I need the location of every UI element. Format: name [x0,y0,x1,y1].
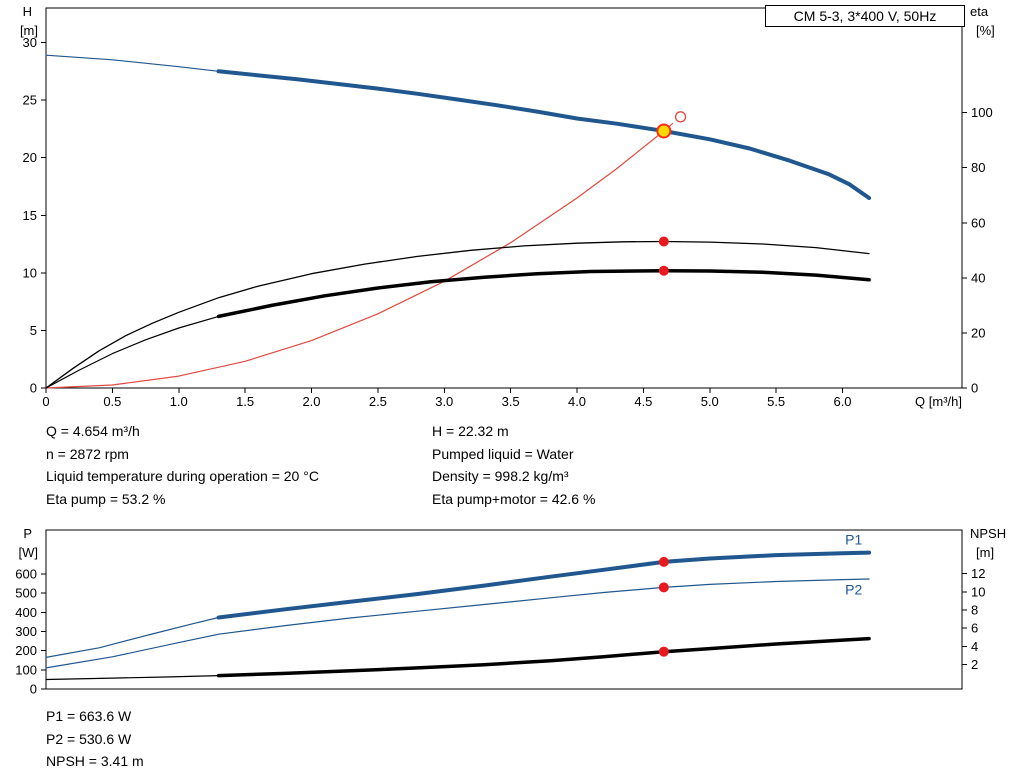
h-curve-lead [45,54,220,72]
p1-lead [45,616,220,659]
duty-point [656,123,672,139]
y-left-tick-label: 200 [15,643,37,658]
x-tick-label: 0.5 [103,394,121,409]
p2-curve [45,578,870,669]
y-right-tick-label: 0 [971,381,978,396]
y-left-tick-label: 0 [30,381,37,396]
p1-point [658,556,669,567]
info-line-density: Density = 998.2 kg/m³ [432,468,569,484]
eta-total-point [658,265,669,276]
hq-eta-chart: 0 5 10 15 20 25 30 0 20 40 60 80 100 0 0.5 1.0 1.5 2.0 2.5… [20,4,995,409]
power-npsh-chart: 0 100 200 300 400 500 600 2 4 6 8 10 12 P [W] NPSH [m] P1… [15,526,1006,697]
info-line-p2: P2 = 530.6 W [46,730,132,747]
x-tick-label: 3.0 [435,394,453,409]
power-info: P1 = 663.6 W P2 = 530.6 W NPSH = 3.41 m [46,705,144,773]
y-left-tick-label: 600 [15,567,37,582]
plot-border [45,7,963,389]
y-right-tick-label: 12 [971,566,985,581]
x-tick-label: 5.0 [701,394,719,409]
eta-pump-curve [45,240,870,389]
info-line-q: Q = 4.654 m³/h [46,423,140,439]
npsh-lead [45,674,220,681]
y-left-tick-label: 20 [23,150,37,165]
info-line-npsh: NPSH = 3.41 m [46,753,144,769]
y-left-axis-unit: [W] [19,545,39,560]
info-line-p1: P1 = 663.6 W [46,708,132,724]
y-left-tick-label: 15 [23,208,37,223]
p1-curve [216,550,872,620]
x-tick-label: 2.0 [302,394,320,409]
pump-model-label: CM 5-3, 3*400 V, 50Hz [793,8,937,24]
y-right-axis-unit: [m] [976,545,994,560]
x-tick-label: 0 [42,394,49,409]
eta-pump-point [658,236,669,247]
system-curve-end [674,111,687,123]
x-tick-label: 1.0 [170,394,188,409]
y-left-tick-label: 5 [30,323,37,338]
y-left-tick-label: 300 [15,624,37,639]
info-line-eta-pump: Eta pump = 53.2 % [46,490,166,507]
pump-model-box: CM 5-3, 3*400 V, 50Hz [765,5,965,27]
x-tick-label: 4.0 [568,394,586,409]
y-right-axis-unit: [%] [976,23,995,38]
y-right-axis-name: eta [970,4,989,19]
x-tick-label: 4.5 [634,394,652,409]
x-tick-label: 1.5 [236,394,254,409]
duty-info-left: Q = 4.654 m³/h n = 2872 rpm Liquid tempe… [46,420,319,510]
y-right-tick-label: 4 [971,639,978,654]
y-left-tick-label: 500 [15,586,37,601]
info-line-eta-total: Eta pump+motor = 42.6 % [432,490,596,507]
y-right-tick-label: 40 [971,270,985,285]
info-line-h: H = 22.32 m [432,423,509,439]
y-right-axis-name: NPSH [970,526,1006,541]
y-left-tick-label: 30 [23,35,37,50]
y-left-axis-unit: [m] [20,23,38,38]
y-right-tick-label: 100 [971,105,993,120]
y-left-tick-label: 25 [23,93,37,108]
duty-info-right: H = 22.32 m Pumped liquid = Water Densit… [432,420,595,510]
y-right-tick-label: 6 [971,621,978,636]
npsh-curve [216,636,871,678]
y-right-tick-label: 80 [971,160,985,175]
system-curve [45,122,674,389]
y-left-tick-label: 400 [15,605,37,620]
y-right-tick-label: 2 [971,657,978,672]
h-curve [216,69,872,200]
x-tick-label: 2.5 [369,394,387,409]
info-line-liquid-temp: Liquid temperature during operation = 20… [46,468,319,484]
eta-total-curve [216,268,871,319]
y-right-tick-label: 8 [971,602,978,617]
y-left-axis-name: P [23,526,32,541]
y-left-tick-label: 0 [30,682,37,697]
info-line-n: n = 2872 rpm [46,445,129,462]
p2-label: P2 [845,582,862,598]
x-axis-title: Q [m³/h] [915,394,962,409]
y-right-tick-label: 60 [971,215,985,230]
x-tick-label: 5.5 [767,394,785,409]
eta-total-lead [45,315,220,389]
p1-label: P1 [845,531,862,547]
y-left-axis-name: H [23,4,32,19]
y-left-tick-label: 100 [15,662,37,677]
p2-point [658,582,669,593]
y-right-tick-label: 10 [971,584,985,599]
x-tick-label: 3.5 [502,394,520,409]
x-tick-label: 6.0 [833,394,851,409]
info-line-pumped-liquid: Pumped liquid = Water [432,445,574,462]
y-left-tick-label: 10 [23,265,37,280]
npsh-point [658,646,669,657]
y-right-tick-label: 20 [971,325,985,340]
